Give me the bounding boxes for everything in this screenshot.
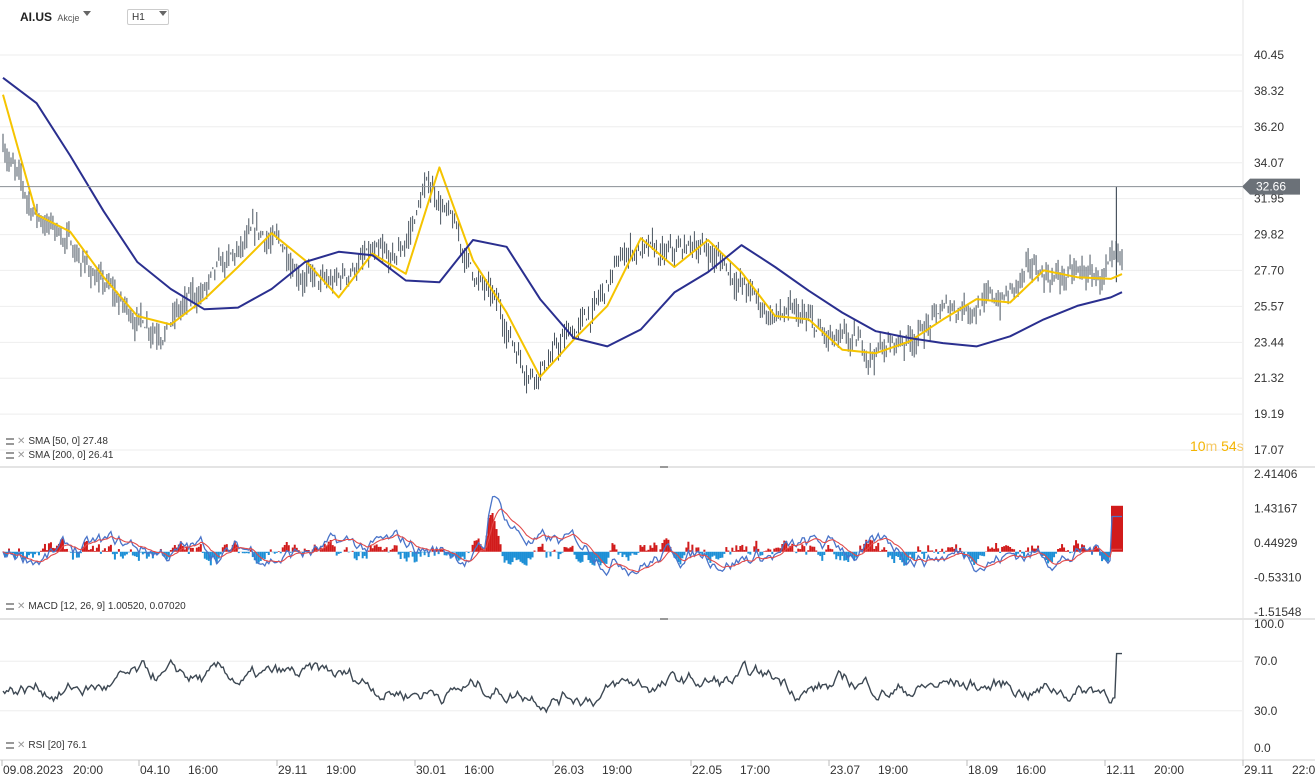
macd-tick-label: 1.43167 [1254,502,1298,516]
legend-sma200-text: SMA [200, 0] 26.41 [28,450,114,461]
legend-sma50[interactable]: ✕ SMA [50, 0] 27.48 [6,436,108,447]
timer-seconds-unit: s [1236,438,1244,454]
legend-sma200[interactable]: ✕ SMA [200, 0] 26.41 [6,450,113,461]
price-tick-label: 25.57 [1254,299,1284,313]
price-tick-label: 36.20 [1254,120,1284,134]
symbol-selector[interactable]: AI.US Akcje [20,10,79,24]
time-tick-hour: 17:00 [740,763,770,777]
panel-resize-handle [660,618,668,620]
legend-macd[interactable]: ✕ MACD [12, 26, 9] 1.00520, 0.07020 [6,601,186,612]
macd-tick-label: 2.41406 [1254,467,1298,481]
macd-signal-line [2,508,1122,573]
time-tick-hour: 16:00 [1016,763,1046,777]
asset-type-label: Akcje [57,13,80,23]
time-tick-hour: 16:00 [188,763,218,777]
price-tick-label: 29.82 [1254,228,1284,242]
time-tick-date: 29.11 [1244,763,1273,777]
rsi-tick-label: 70.0 [1254,654,1278,668]
time-tick-date: 26.03 [554,763,584,777]
macd-line [2,495,1122,577]
sma200-line [2,77,1123,348]
time-tick-hour: 20:00 [73,763,103,777]
time-tick-date: 30.01 [416,763,446,777]
remove-indicator-icon[interactable]: ✕ [17,740,26,751]
macd-tick-label: -1.51548 [1254,605,1302,619]
timer-minutes-unit: m [1205,438,1218,454]
candle-countdown: 10m 54s [1190,438,1244,454]
time-tick-hour: 16:00 [464,763,494,777]
price-tick-label: 17.07 [1254,443,1284,457]
price-tick-label: 34.07 [1254,156,1284,170]
symbol-dropdown-chevron-icon[interactable] [83,11,91,16]
timer-minutes: 10 [1190,438,1206,454]
time-tick-date: 22.05 [692,763,722,777]
macd-tick-label: 0.44929 [1254,536,1298,550]
price-tick-label: 19.19 [1254,407,1284,421]
remove-indicator-icon[interactable]: ✕ [17,450,26,461]
time-tick-date: 09.08.2023 [3,763,63,777]
sma50-line [2,94,1123,378]
remove-indicator-icon[interactable]: ✕ [17,601,26,612]
symbol-label: AI.US [20,10,53,24]
price-tick-label: 31.95 [1254,192,1284,206]
price-tick-label: 38.32 [1254,84,1284,98]
time-tick-hour: 19:00 [326,763,356,777]
last-price-label: 32.66 [1256,180,1286,194]
timeframe-label: H1 [132,12,145,23]
indicator-settings-icon[interactable] [6,603,14,610]
indicator-settings-icon[interactable] [6,438,14,445]
timeframe-chevron-icon[interactable] [159,11,167,16]
timer-seconds: 54 [1221,438,1237,454]
rsi-tick-label: 100.0 [1254,617,1284,631]
rsi-tick-label: 30.0 [1254,704,1278,718]
time-tick-date: 29.11 [278,763,307,777]
price-tick-label: 23.44 [1254,335,1284,349]
price-tick-label: 27.70 [1254,263,1284,277]
time-tick-hour: 20:00 [1154,763,1184,777]
legend-macd-text: MACD [12, 26, 9] 1.00520, 0.07020 [28,601,186,612]
timeframe-selector[interactable]: H1 [127,9,169,25]
price-tick-label: 40.45 [1254,48,1284,62]
legend-sma50-text: SMA [50, 0] 27.48 [28,436,108,447]
last-price-tag [1242,178,1300,195]
panel-resize-handle [660,466,668,468]
price-candles [2,133,1123,394]
time-tick-hour: 19:00 [602,763,632,777]
indicator-settings-icon[interactable] [6,452,14,459]
time-tick-date: 12.11 [1106,763,1135,777]
time-tick-hour: 22:00 [1292,763,1315,777]
rsi-tick-label: 0.0 [1254,741,1271,755]
time-tick-date: 23.07 [830,763,860,777]
time-tick-date: 04.10 [140,763,170,777]
time-tick-date: 18.09 [968,763,998,777]
indicator-settings-icon[interactable] [6,742,14,749]
legend-rsi-text: RSI [20] 76.1 [28,740,87,751]
legend-rsi[interactable]: ✕ RSI [20] 76.1 [6,740,87,751]
rsi-line [2,652,1122,714]
remove-indicator-icon[interactable]: ✕ [17,436,26,447]
price-tick-label: 21.32 [1254,371,1284,385]
time-tick-hour: 19:00 [878,763,908,777]
macd-tick-label: -0.53310 [1254,571,1302,585]
